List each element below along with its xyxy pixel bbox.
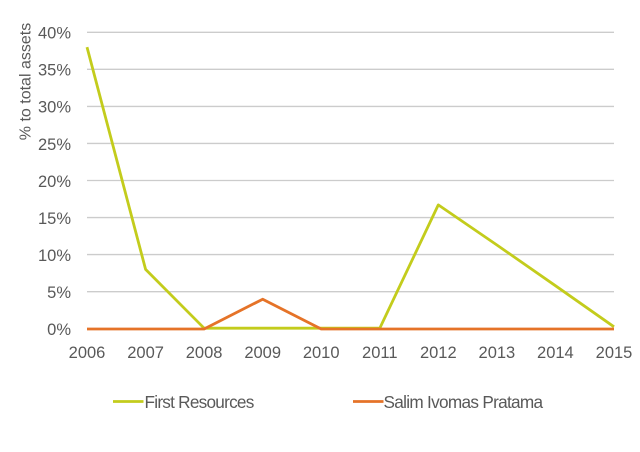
svg-text:10%: 10% (38, 247, 71, 265)
svg-text:2012: 2012 (420, 344, 457, 362)
svg-text:2007: 2007 (127, 344, 164, 362)
svg-text:Salim Ivomas Pratama: Salim Ivomas Pratama (384, 392, 544, 412)
svg-text:% to total assets: % to total assets (18, 23, 35, 140)
svg-text:2013: 2013 (479, 344, 516, 362)
svg-text:2009: 2009 (244, 344, 281, 362)
svg-text:2011: 2011 (362, 344, 397, 362)
svg-text:2006: 2006 (69, 344, 106, 362)
svg-text:First Resources: First Resources (145, 392, 254, 412)
svg-text:20%: 20% (38, 173, 71, 191)
svg-text:30%: 30% (38, 99, 71, 117)
svg-text:15%: 15% (38, 210, 71, 228)
svg-text:0%: 0% (47, 321, 71, 339)
svg-text:2015: 2015 (596, 344, 633, 362)
svg-text:2010: 2010 (303, 344, 340, 362)
svg-text:5%: 5% (47, 284, 71, 302)
svg-text:40%: 40% (38, 25, 71, 43)
svg-text:35%: 35% (38, 62, 71, 80)
svg-text:2008: 2008 (186, 344, 223, 362)
svg-text:25%: 25% (38, 136, 71, 154)
svg-text:2014: 2014 (537, 344, 574, 362)
